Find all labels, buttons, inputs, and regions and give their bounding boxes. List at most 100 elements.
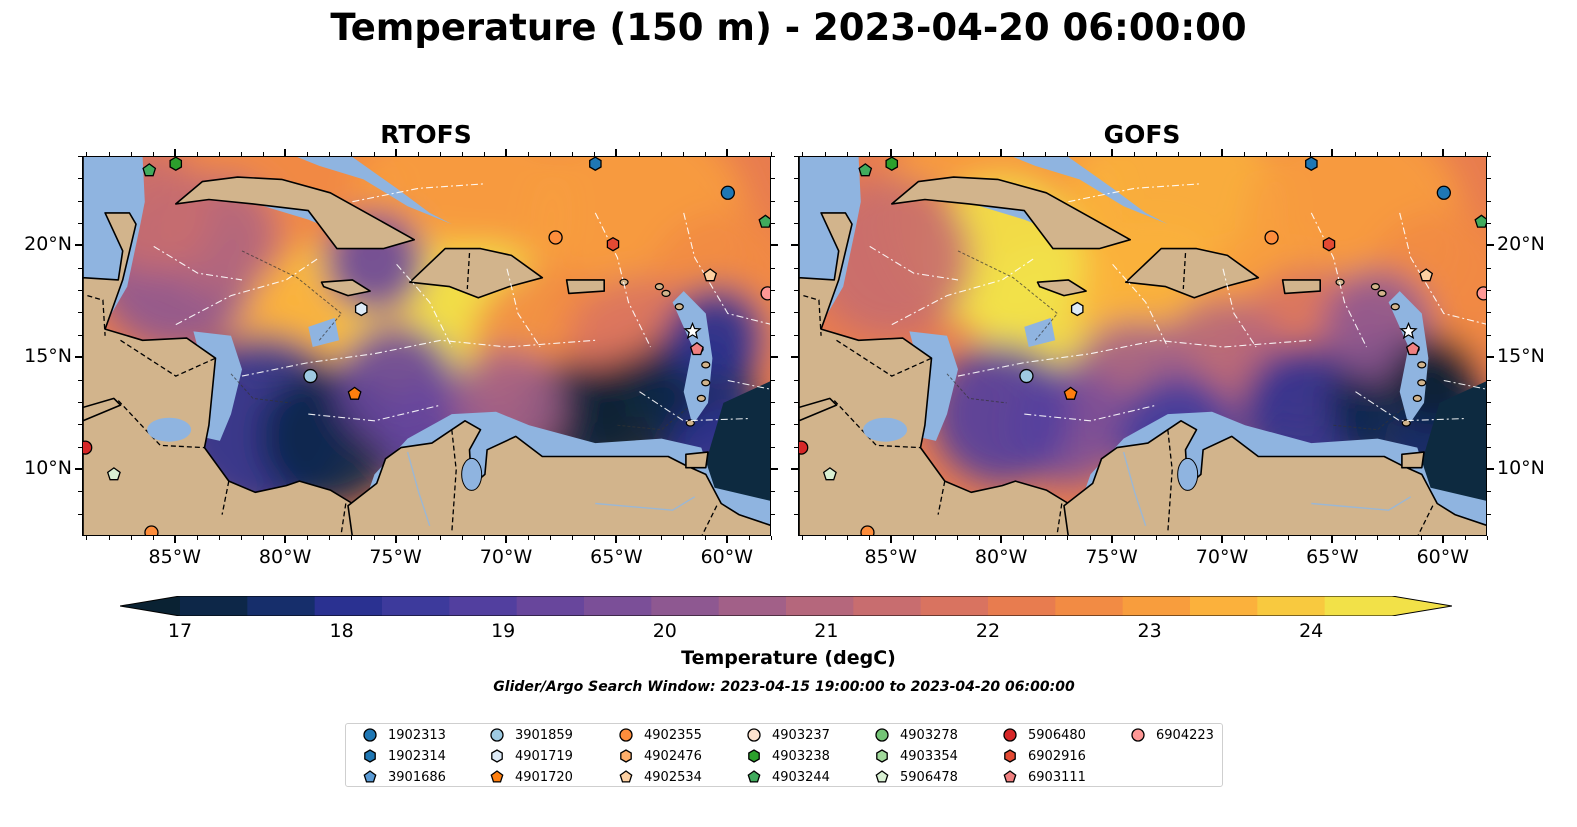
lon-minor-tick xyxy=(771,152,772,156)
colorbar-tick-label: 19 xyxy=(491,620,516,642)
lon-minor-tick xyxy=(616,152,618,156)
lat-minor-tick xyxy=(794,178,798,180)
lon-minor-tick xyxy=(572,152,574,156)
circle-marker-icon xyxy=(875,728,889,742)
lon-minor-tick xyxy=(1244,152,1246,156)
lon-minor-tick xyxy=(1288,536,1290,540)
lat-minor-tick xyxy=(771,267,775,269)
lat-minor-tick xyxy=(1487,379,1491,381)
lon-minor-tick xyxy=(1023,152,1025,156)
lon-minor-tick xyxy=(461,152,463,156)
lon-minor-tick xyxy=(218,152,220,156)
lon-minor-tick xyxy=(241,152,242,156)
colorbar-label: Temperature (degC) xyxy=(681,647,896,669)
pentagon-marker-icon xyxy=(875,770,889,783)
lat-tick-mark xyxy=(1487,244,1494,247)
legend-item: 6903111 xyxy=(1002,769,1086,785)
lon-minor-tick xyxy=(1354,536,1356,540)
lat-minor-tick xyxy=(771,178,775,180)
lon-minor-tick xyxy=(196,152,198,156)
lat-tick-mark xyxy=(791,356,798,359)
colorbar-tick-label: 22 xyxy=(975,620,1001,642)
lon-minor-tick xyxy=(957,536,958,540)
legend-marker xyxy=(490,770,504,783)
legend-label: 3901686 xyxy=(388,769,446,785)
rtofs-map xyxy=(82,156,771,536)
lat-minor-tick xyxy=(771,334,775,336)
circle-marker-icon xyxy=(1003,728,1017,742)
float-marker-14 xyxy=(83,440,93,455)
legend-item: 4903238 xyxy=(746,748,830,764)
float-marker-2 xyxy=(1019,368,1034,384)
lon-minor-tick xyxy=(1266,152,1268,156)
lon-minor-tick xyxy=(594,536,596,540)
lat-minor-tick xyxy=(78,156,82,157)
lon-minor-tick xyxy=(1089,152,1091,156)
colorbar-segment xyxy=(1324,596,1393,616)
lon-minor-tick xyxy=(1376,536,1378,540)
legend-marker xyxy=(619,728,633,742)
map-canvas xyxy=(799,157,1486,535)
lon-minor-tick xyxy=(307,536,309,540)
float-marker-11 xyxy=(822,467,837,481)
lon-minor-tick xyxy=(263,152,265,156)
lat-minor-tick xyxy=(1487,178,1491,180)
gofs-map xyxy=(798,156,1487,536)
float-marker-3 xyxy=(1070,301,1084,317)
lat-tick-label: 10°N xyxy=(1497,456,1545,479)
lon-minor-tick xyxy=(1177,536,1179,540)
lon-minor-tick xyxy=(1376,152,1378,156)
hexagon-marker-icon xyxy=(1004,749,1016,763)
lon-minor-tick xyxy=(417,152,419,156)
lon-minor-tick xyxy=(218,536,220,540)
lat-tick-label: 10°N xyxy=(24,456,72,479)
lon-minor-tick xyxy=(1111,152,1113,156)
lat-minor-tick xyxy=(78,178,82,180)
lon-minor-tick xyxy=(461,536,463,540)
lon-minor-tick xyxy=(550,152,552,156)
lon-minor-tick xyxy=(528,152,530,156)
lon-minor-tick xyxy=(660,152,662,156)
legend-item: 6904223 xyxy=(1130,727,1214,743)
lat-minor-tick xyxy=(1487,446,1491,448)
legend-marker xyxy=(363,728,377,742)
hexagon-marker-icon xyxy=(876,749,888,763)
lat-minor-tick xyxy=(794,513,798,515)
lon-minor-tick xyxy=(1067,152,1069,156)
lon-tick-label: 80°W xyxy=(974,546,1028,568)
legend-item: 4901719 xyxy=(489,748,573,764)
lon-minor-tick xyxy=(1045,152,1047,156)
hexagon-marker-icon xyxy=(491,749,503,763)
lon-minor-tick xyxy=(1244,536,1246,540)
search-window-text: Glider/Argo Search Window: 2023-04-15 19… xyxy=(493,679,1075,695)
lon-tick-label: 85°W xyxy=(864,546,917,568)
legend-item: 6902916 xyxy=(1002,748,1086,764)
lat-minor-tick xyxy=(794,401,798,403)
lon-minor-tick xyxy=(1067,536,1069,540)
float-marker-14 xyxy=(799,440,809,455)
colorbar-segment xyxy=(1190,596,1258,616)
lon-minor-tick xyxy=(868,152,870,156)
legend-label: 4902355 xyxy=(644,727,702,743)
float-marker-10 xyxy=(1474,214,1486,228)
lon-minor-tick xyxy=(329,536,331,540)
lon-minor-tick xyxy=(1288,152,1290,156)
legend-item: 1902313 xyxy=(362,727,446,743)
colorbar-segment xyxy=(1055,596,1124,616)
lat-minor-tick xyxy=(794,424,798,426)
legend-marker xyxy=(875,770,889,783)
lon-tick-label: 75°W xyxy=(369,546,422,568)
float-marker-1 xyxy=(589,157,602,171)
lat-minor-tick xyxy=(771,491,775,493)
lat-tick-label: 20°N xyxy=(24,233,72,256)
lat-minor-tick xyxy=(794,334,798,336)
lon-minor-tick xyxy=(174,536,176,540)
legend-label: 3901859 xyxy=(515,727,573,743)
lat-minor-tick xyxy=(794,491,798,493)
lat-minor-tick xyxy=(794,223,798,225)
lat-minor-tick xyxy=(78,312,82,314)
lon-minor-tick xyxy=(439,152,441,156)
lon-minor-tick xyxy=(506,152,507,156)
float-legend: 1902313 1902314 3901686 3901859 4901719 49017… xyxy=(345,723,1223,787)
lon-minor-tick xyxy=(550,536,552,540)
